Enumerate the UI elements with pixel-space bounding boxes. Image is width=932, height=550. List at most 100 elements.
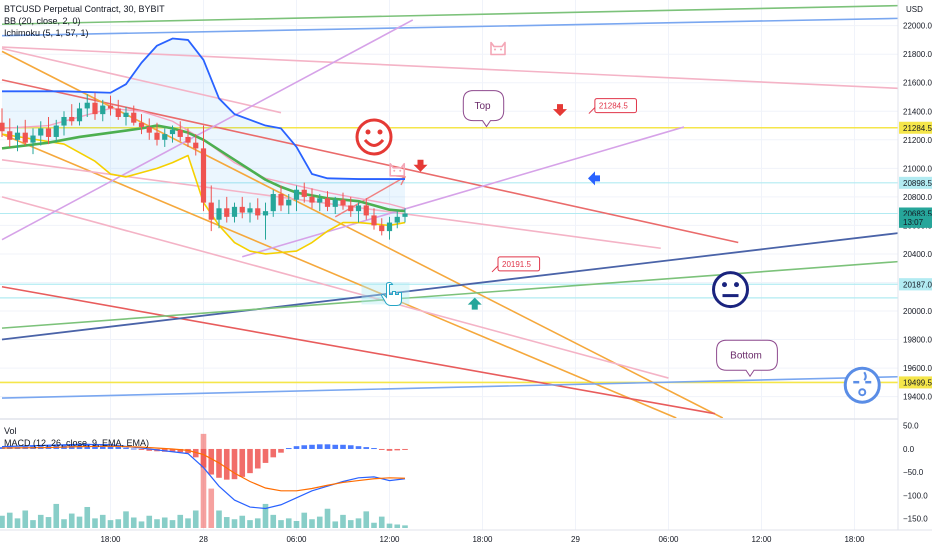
cat-eye	[500, 48, 502, 51]
candle-body	[309, 196, 315, 203]
price-tick-label: 21200.0	[903, 136, 932, 145]
macd-histogram-bar	[247, 448, 253, 474]
volume-bar	[270, 514, 277, 528]
price-label-text: 20683.5	[903, 209, 932, 218]
volume-bar	[138, 521, 145, 528]
volume-bar	[146, 515, 153, 528]
volume-bar	[37, 514, 44, 528]
trend-line	[1, 79, 739, 244]
candle-body	[53, 125, 59, 137]
trend-line	[1, 50, 724, 418]
volume-bar	[223, 517, 230, 528]
volume-bar	[262, 503, 269, 528]
legend-macd[interactable]: MACD (12, 26, close, 9, EMA, EMA)	[4, 438, 150, 448]
candle-body	[0, 122, 5, 132]
volume-bar	[324, 508, 331, 528]
cat-eye	[393, 169, 396, 172]
price-tick-label: 20400.0	[903, 250, 932, 259]
volume-bar	[402, 525, 408, 528]
candle-body	[270, 194, 276, 212]
candle-body	[177, 129, 183, 137]
candle-body	[185, 136, 191, 143]
arrow-down-icon	[553, 104, 567, 117]
volume-bar	[130, 517, 137, 528]
macd-axis[interactable]: 50.0 0.0 −50.0 −100.0 −150.0	[903, 422, 928, 524]
price-tick-label: 19400.0	[903, 393, 932, 402]
volume-bar	[92, 518, 98, 528]
price-panel[interactable]: Top Bottom 21284.5 20191.5	[0, 4, 932, 418]
bb-lower-line	[1, 133, 406, 255]
candle-body	[355, 205, 362, 212]
candle-body	[100, 105, 106, 115]
price-tick-label: 20800.0	[903, 193, 932, 202]
legend-vol[interactable]: Vol	[4, 426, 17, 436]
candle-body	[216, 208, 222, 220]
price-axis[interactable]: 22000.0 21800.0 21600.0 21400.0 21200.0 21000…	[899, 22, 932, 402]
candle-body	[115, 108, 121, 117]
note-bubble: Bottom	[716, 339, 778, 378]
volume-bar	[309, 519, 315, 528]
volume-bar	[231, 519, 238, 528]
price-label-tag	[899, 176, 932, 189]
signal-line	[1, 445, 406, 492]
macd-histogram-bar	[278, 448, 284, 453]
price-tick-label: 21600.0	[903, 79, 932, 88]
macd-histogram-bar	[285, 448, 292, 450]
note-bubble-shape	[716, 339, 778, 378]
volume-bar	[301, 512, 308, 528]
macd-histogram-bar	[316, 444, 323, 449]
legend-ichimoku[interactable]: Ichimoku (5, 1, 57, 1)	[4, 28, 89, 38]
trend-line	[1, 232, 898, 341]
time-tick-label: 28	[199, 535, 208, 544]
volume-bar	[169, 520, 176, 528]
volume-bar	[216, 510, 222, 528]
time-tick-label: 29	[571, 535, 580, 544]
volume-macd-panel[interactable]	[0, 433, 408, 528]
candle-body	[286, 199, 292, 206]
volume-bar	[6, 512, 13, 528]
price-label-text: 19499.5	[903, 378, 932, 387]
macd-tick-label: −50.0	[903, 468, 924, 477]
smiley-neutral-icon	[712, 271, 749, 309]
trend-line	[1, 4, 898, 26]
currency-label: USD	[906, 5, 923, 14]
volume-bar	[371, 522, 377, 528]
arrow-up-icon	[467, 297, 482, 310]
legend-symbol[interactable]: BTCUSD Perpetual Contract, 30, BYBIT	[4, 4, 165, 14]
volume-bar	[123, 511, 129, 528]
volume-bar	[154, 519, 160, 528]
macd-tick-label: 50.0	[903, 422, 919, 431]
cat-eye	[399, 169, 402, 172]
volume-bar	[0, 515, 5, 528]
price-label-text: 20187.0	[903, 280, 932, 289]
volume-bar	[363, 511, 370, 528]
candle-body	[138, 122, 145, 127]
macd-histogram-bar	[394, 448, 401, 451]
macd-histogram-bar	[332, 444, 339, 449]
macd-histogram-bar	[223, 448, 230, 480]
bb-upper-line	[2, 37, 405, 180]
time-tick-label: 18:00	[844, 535, 865, 544]
smiley-face	[843, 366, 881, 404]
smiley-eye	[722, 282, 727, 288]
time-axis[interactable]: 18:002806:0012:0018:002906:0012:0018:003…	[100, 535, 932, 544]
macd-line	[1, 443, 406, 510]
cat-face-icon	[490, 41, 506, 56]
candle-body	[255, 208, 261, 216]
volume-bar	[161, 517, 168, 528]
trend-line	[1, 285, 716, 415]
candle-body	[162, 134, 168, 140]
volume-bar	[378, 516, 385, 528]
price-tick-label: 19800.0	[903, 336, 932, 345]
trend-line	[1, 196, 669, 379]
legend-bb[interactable]: BB (20, close, 2, 0)	[4, 16, 81, 26]
candle-body	[200, 148, 207, 203]
candle-body	[92, 102, 98, 115]
price-label-tag	[899, 376, 932, 389]
macd-histogram-bar	[146, 448, 153, 451]
note-text: Top	[474, 101, 491, 112]
trend-line	[334, 176, 406, 218]
price-label-tag	[899, 121, 932, 134]
price-tick-label: 22000.0	[903, 22, 932, 31]
